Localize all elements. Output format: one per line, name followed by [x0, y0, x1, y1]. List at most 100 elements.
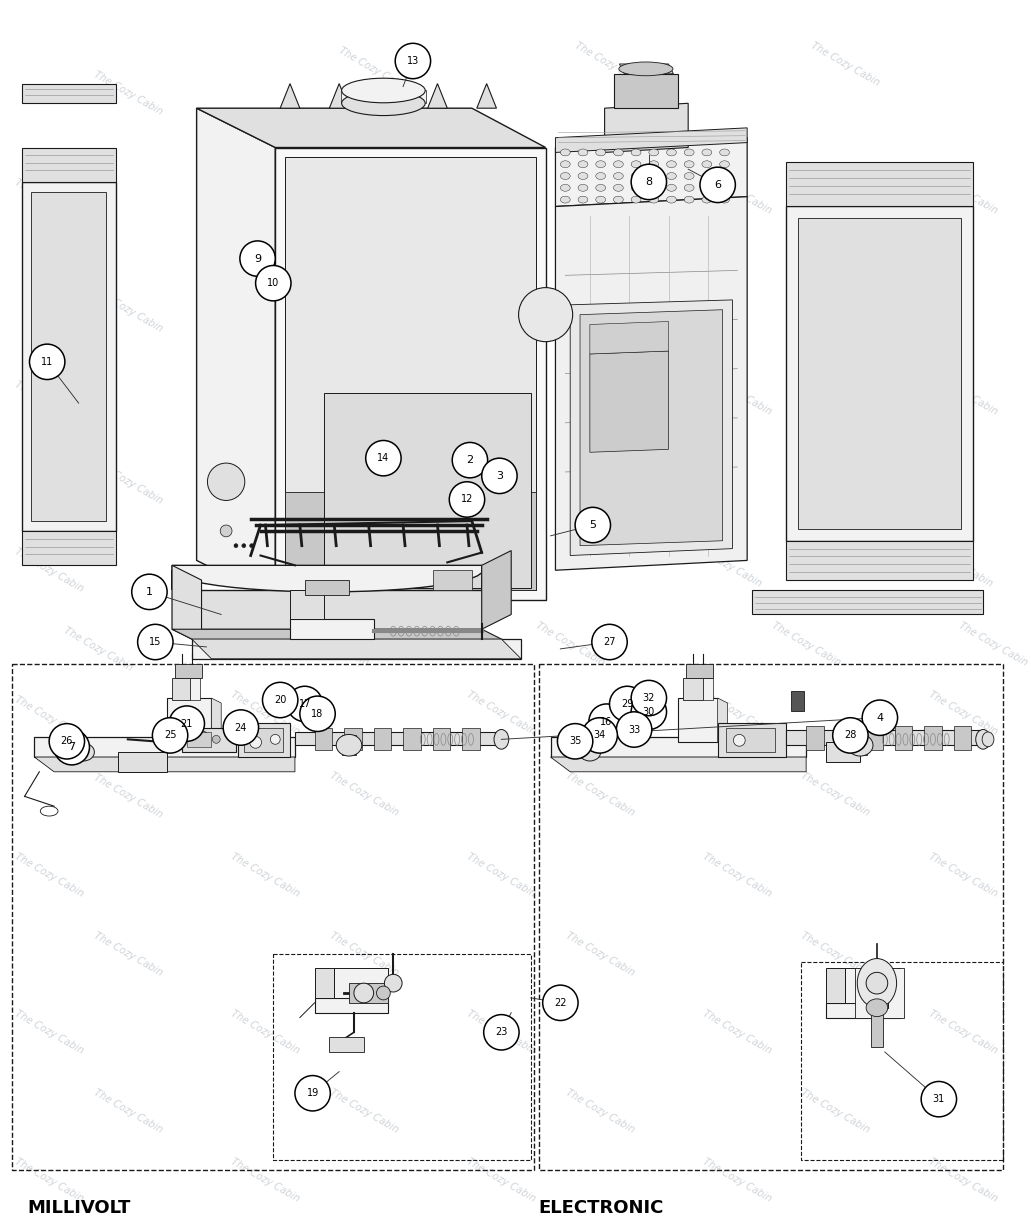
Text: 35: 35	[569, 737, 581, 747]
Circle shape	[49, 723, 85, 759]
Polygon shape	[342, 736, 356, 755]
Polygon shape	[172, 565, 483, 591]
Polygon shape	[718, 723, 787, 756]
Polygon shape	[570, 299, 732, 556]
Polygon shape	[275, 148, 545, 600]
Ellipse shape	[631, 196, 641, 203]
Circle shape	[484, 1015, 519, 1050]
Polygon shape	[462, 728, 479, 750]
Text: The Cozy Cabin: The Cozy Cabin	[92, 1087, 164, 1135]
Text: The Cozy Cabin: The Cozy Cabin	[328, 930, 400, 977]
Ellipse shape	[648, 172, 659, 180]
Circle shape	[366, 441, 401, 476]
Text: The Cozy Cabin: The Cozy Cabin	[799, 453, 872, 500]
Text: The Cozy Cabin: The Cozy Cabin	[13, 547, 86, 594]
Polygon shape	[192, 639, 521, 659]
Polygon shape	[826, 743, 860, 761]
Polygon shape	[787, 207, 973, 541]
Polygon shape	[845, 968, 899, 1003]
Ellipse shape	[494, 729, 508, 749]
Ellipse shape	[631, 161, 641, 168]
Polygon shape	[798, 218, 962, 529]
Ellipse shape	[619, 62, 673, 75]
Ellipse shape	[733, 734, 745, 747]
Polygon shape	[590, 322, 668, 354]
Polygon shape	[836, 726, 854, 750]
Ellipse shape	[685, 196, 694, 203]
Circle shape	[617, 712, 652, 747]
Polygon shape	[238, 723, 290, 756]
Polygon shape	[787, 731, 984, 745]
Text: The Cozy Cabin: The Cozy Cabin	[465, 689, 537, 737]
Ellipse shape	[702, 196, 711, 203]
Text: The Cozy Cabin: The Cozy Cabin	[229, 689, 302, 737]
Polygon shape	[871, 1008, 883, 1047]
Polygon shape	[22, 531, 117, 565]
Text: 7: 7	[68, 742, 75, 753]
Ellipse shape	[866, 972, 888, 994]
Ellipse shape	[270, 734, 280, 744]
Ellipse shape	[720, 161, 730, 168]
Polygon shape	[620, 64, 673, 74]
Text: MILLIVOLT: MILLIVOLT	[28, 1200, 131, 1217]
Circle shape	[287, 686, 323, 722]
Polygon shape	[341, 90, 426, 103]
Bar	[801, 961, 1003, 1161]
Polygon shape	[325, 393, 531, 588]
Ellipse shape	[73, 743, 95, 761]
Ellipse shape	[212, 736, 221, 743]
Text: The Cozy Cabin: The Cozy Cabin	[701, 370, 773, 418]
Ellipse shape	[578, 172, 588, 180]
Polygon shape	[181, 728, 236, 752]
Text: 15: 15	[149, 637, 162, 647]
Ellipse shape	[221, 525, 232, 537]
Text: The Cozy Cabin: The Cozy Cabin	[229, 375, 302, 423]
Circle shape	[295, 1076, 330, 1111]
Text: The Cozy Cabin: The Cozy Cabin	[465, 1009, 537, 1056]
Polygon shape	[428, 84, 447, 108]
Ellipse shape	[579, 743, 601, 761]
Polygon shape	[167, 699, 211, 743]
Polygon shape	[172, 590, 481, 630]
Text: The Cozy Cabin: The Cozy Cabin	[564, 930, 636, 977]
Polygon shape	[334, 968, 389, 998]
Text: The Cozy Cabin: The Cozy Cabin	[229, 851, 302, 899]
Polygon shape	[280, 694, 293, 713]
Polygon shape	[305, 580, 350, 595]
Text: The Cozy Cabin: The Cozy Cabin	[92, 458, 164, 505]
Circle shape	[450, 482, 485, 517]
Polygon shape	[787, 541, 973, 580]
Ellipse shape	[578, 185, 588, 191]
Bar	[703, 679, 712, 700]
Polygon shape	[854, 736, 867, 755]
Text: The Cozy Cabin: The Cozy Cabin	[92, 772, 164, 821]
Polygon shape	[856, 968, 904, 1018]
Polygon shape	[290, 590, 325, 620]
Text: 26: 26	[61, 737, 73, 747]
Text: The Cozy Cabin: The Cozy Cabin	[770, 620, 842, 668]
Polygon shape	[481, 551, 511, 630]
Ellipse shape	[702, 172, 711, 180]
Circle shape	[575, 508, 610, 543]
Bar	[190, 679, 200, 700]
Ellipse shape	[341, 91, 425, 116]
Text: 31: 31	[933, 1094, 945, 1104]
Ellipse shape	[336, 734, 362, 756]
Polygon shape	[590, 351, 668, 452]
Circle shape	[300, 696, 335, 732]
Circle shape	[609, 686, 645, 722]
Ellipse shape	[613, 185, 624, 191]
Text: 28: 28	[844, 731, 857, 740]
Polygon shape	[34, 738, 295, 756]
Text: 1: 1	[146, 586, 153, 596]
Text: The Cozy Cabin: The Cozy Cabin	[229, 1009, 302, 1056]
Circle shape	[453, 442, 488, 478]
Bar	[172, 679, 190, 700]
Circle shape	[263, 683, 298, 718]
Ellipse shape	[234, 543, 238, 548]
Text: 30: 30	[642, 707, 655, 717]
Ellipse shape	[613, 149, 624, 156]
Text: The Cozy Cabin: The Cozy Cabin	[701, 1009, 773, 1056]
Text: 23: 23	[495, 1027, 507, 1037]
Circle shape	[240, 241, 275, 276]
